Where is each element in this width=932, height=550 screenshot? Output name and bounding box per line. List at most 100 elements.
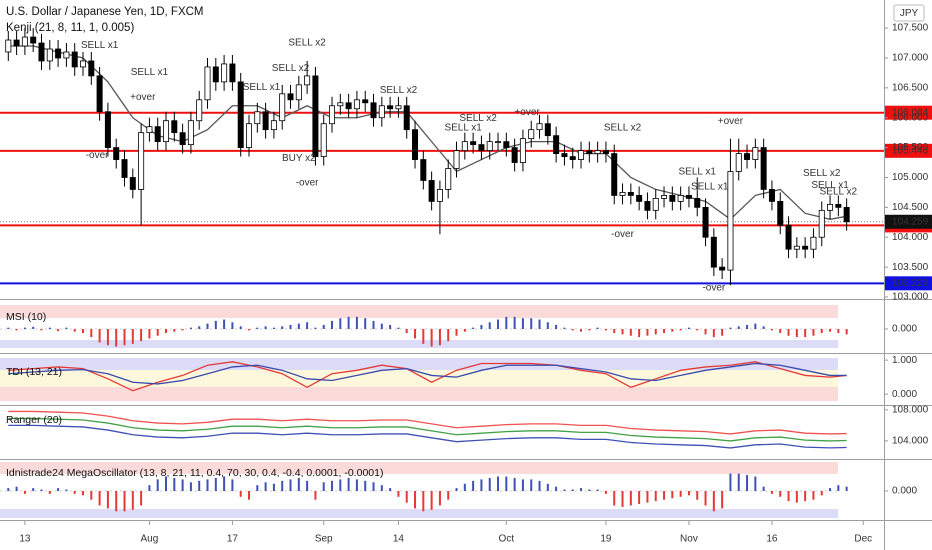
histogram-bar	[231, 479, 234, 491]
signal-label: SELL x1	[691, 182, 729, 193]
histogram-bar	[746, 475, 749, 491]
histogram-bar	[405, 491, 408, 503]
histogram-bar	[820, 491, 823, 496]
histogram-bar	[513, 477, 516, 491]
histogram-bar	[712, 491, 715, 512]
signal-label: SELL x1	[131, 67, 169, 78]
histogram-bar	[347, 316, 350, 329]
candle-body	[428, 180, 435, 202]
candle-body	[88, 60, 95, 77]
histogram-bar	[397, 327, 400, 329]
y-tick-label: 105.500	[892, 142, 929, 153]
histogram-bar	[173, 477, 176, 491]
candle-body	[287, 93, 294, 101]
histogram-bar	[463, 483, 466, 491]
histogram-bar	[297, 323, 300, 329]
histogram-bar	[804, 329, 807, 338]
histogram-bar	[256, 327, 259, 329]
histogram-bar	[571, 489, 574, 491]
candle-body	[835, 203, 842, 208]
candle-body	[403, 105, 410, 131]
histogram-bar	[770, 329, 773, 331]
histogram-bar	[829, 329, 832, 332]
candle-body	[694, 197, 701, 208]
histogram-bar	[314, 491, 317, 500]
panel-title: MSI (10)	[6, 311, 46, 323]
histogram-bar	[712, 329, 715, 338]
candle-body	[63, 51, 70, 59]
histogram-bar	[737, 326, 740, 329]
histogram-bar	[588, 329, 591, 331]
x-tick-label: 16	[766, 534, 778, 545]
signal-label: SELL x2	[380, 85, 418, 96]
histogram-bar	[339, 318, 342, 329]
candle-body	[727, 171, 734, 271]
candle-body	[453, 150, 460, 169]
indicator-line	[8, 361, 847, 392]
histogram-bar	[671, 491, 674, 499]
level-label: 106.084	[892, 107, 929, 118]
histogram-bar	[23, 491, 26, 494]
candle-body	[578, 150, 585, 160]
histogram-bar	[438, 491, 441, 506]
candle-body	[644, 200, 651, 211]
histogram-bar	[679, 329, 682, 331]
level-label-box	[885, 143, 932, 158]
candle-body	[154, 126, 161, 143]
histogram-bar	[189, 327, 192, 329]
histogram-bar	[812, 329, 815, 336]
histogram-bar	[787, 329, 790, 336]
histogram-bar	[281, 480, 284, 491]
candle-body	[594, 150, 601, 154]
candle-body	[295, 84, 302, 101]
candle-body	[21, 36, 28, 47]
signal-label: SELL x1	[811, 180, 849, 191]
histogram-bar	[48, 491, 51, 494]
candle-body	[710, 236, 717, 268]
candle-body	[254, 111, 261, 125]
histogram-bar	[687, 491, 690, 496]
panel-title: TDI (13, 21)	[6, 366, 62, 378]
candle-body	[827, 203, 834, 211]
histogram-bar	[430, 329, 433, 347]
histogram-bar	[214, 477, 217, 491]
signal-label: -over	[611, 229, 634, 240]
histogram-bar	[455, 329, 458, 336]
histogram-bar	[613, 491, 616, 506]
histogram-bar	[248, 329, 251, 331]
candle-body	[669, 195, 676, 202]
candle-body	[30, 36, 37, 44]
histogram-bar	[638, 329, 641, 338]
candle-body	[619, 192, 626, 196]
candle-body	[378, 105, 385, 119]
histogram-bar	[73, 329, 76, 332]
histogram-bar	[15, 486, 18, 491]
candle-body	[370, 102, 377, 119]
signal-label: SELL x1	[243, 82, 281, 93]
histogram-bar	[671, 329, 674, 332]
histogram-bar	[106, 329, 109, 346]
candle-body	[470, 141, 477, 146]
histogram-bar	[580, 488, 583, 491]
histogram-bar	[654, 329, 657, 335]
candle-body	[760, 147, 767, 190]
candle-body	[320, 123, 327, 157]
histogram-bar	[447, 329, 450, 342]
candle-body	[843, 206, 850, 223]
histogram-bar	[148, 485, 151, 491]
histogram-bar	[90, 491, 93, 500]
candle-body	[478, 144, 485, 151]
signal-label: SELL x2	[272, 63, 310, 74]
histogram-bar	[389, 488, 392, 491]
histogram-bar	[513, 316, 516, 329]
histogram-bar	[32, 326, 35, 329]
panel-title: Ranger (20)	[6, 414, 62, 426]
candle-body	[661, 195, 668, 199]
histogram-bar	[845, 486, 848, 491]
signal-label: -over	[86, 150, 109, 161]
histogram-bar	[521, 318, 524, 329]
histogram-bar	[156, 479, 159, 491]
indicator-line	[8, 424, 847, 449]
